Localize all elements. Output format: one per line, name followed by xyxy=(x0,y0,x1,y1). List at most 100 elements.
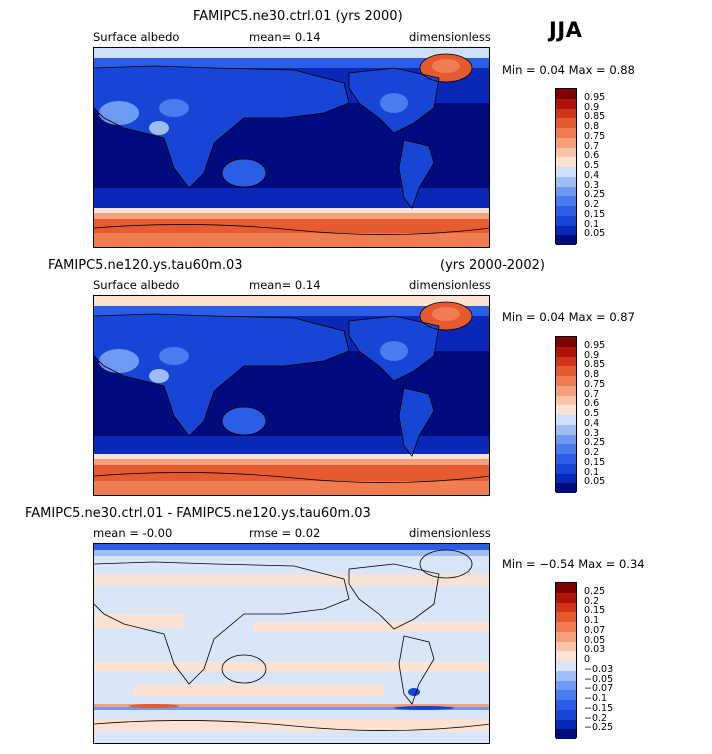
colorbar-tick-label: 0.8 xyxy=(584,369,600,380)
colorbar-segment xyxy=(556,709,576,720)
panel-1-units: dimensionless xyxy=(409,30,491,44)
colorbar-segment xyxy=(556,690,576,700)
colorbar-tick-label: 0.03 xyxy=(584,644,606,656)
colorbar-segment xyxy=(556,128,576,138)
colorbar-segment xyxy=(556,641,576,652)
colorbar-segment xyxy=(556,196,576,206)
colorbar-segment xyxy=(556,473,576,484)
colorbar-tick-label: −0.15 xyxy=(584,702,614,714)
colorbar-segment xyxy=(556,612,576,622)
panel-3-colorbar xyxy=(555,582,577,739)
colorbar-tick-label: 0.25 xyxy=(584,189,606,201)
colorbar-segment xyxy=(556,700,576,710)
colorbar-tick-label: 0.15 xyxy=(584,208,606,220)
panel-2-title-years: (yrs 2000-2002) xyxy=(440,258,545,273)
panel-2-mean: mean= 0.14 xyxy=(249,278,321,292)
colorbar-segment xyxy=(556,651,576,661)
colorbar-tick-label: 0.75 xyxy=(584,378,606,390)
colorbar-segment xyxy=(556,444,576,454)
colorbar-segment xyxy=(556,622,576,632)
panel-3-map xyxy=(93,543,490,744)
colorbar-segment xyxy=(556,434,576,445)
panel-3-rmse: rmse = 0.02 xyxy=(249,526,321,540)
colorbar-segment xyxy=(556,225,576,236)
colorbar-segment xyxy=(556,118,576,128)
season-label: JJA xyxy=(549,18,583,42)
colorbar-segment xyxy=(556,89,576,99)
panel-3-title: FAMIPC5.ne30.ctrl.01 - FAMIPC5.ne120.ys.… xyxy=(25,506,371,521)
colorbar-tick-label: 0.1 xyxy=(584,466,600,478)
colorbar-tick-label: 0.3 xyxy=(584,427,600,439)
panel-2-map xyxy=(93,295,490,496)
colorbar-tick-label: −0.25 xyxy=(584,722,614,734)
colorbar-segment xyxy=(556,376,576,386)
colorbar-segment xyxy=(556,186,576,197)
colorbar-tick-label: 0.4 xyxy=(584,169,600,181)
colorbar-tick-label: 0.7 xyxy=(584,388,600,400)
colorbar-tick-label: 0.2 xyxy=(584,595,600,607)
colorbar-tick-label: 0.9 xyxy=(584,349,600,361)
panel-1-title: FAMIPC5.ne30.ctrl.01 (yrs 2000) xyxy=(193,9,403,24)
colorbar-segment xyxy=(556,98,576,109)
colorbar-tick-label: 0.1 xyxy=(584,615,600,626)
colorbar-tick-label: 0.6 xyxy=(584,398,600,410)
colorbar-tick-label: 0.05 xyxy=(584,476,606,488)
panel-1-colorbar xyxy=(555,88,577,245)
panel-3-minmax: Min = −0.54 Max = 0.34 xyxy=(502,557,645,571)
colorbar-tick-label: 0.7 xyxy=(584,140,600,152)
colorbar-tick-label: 0.9 xyxy=(584,101,600,113)
colorbar-segment xyxy=(556,215,576,226)
colorbar-tick-label: 0.95 xyxy=(584,339,606,351)
panel-2-colorbar xyxy=(555,336,577,493)
colorbar-tick-label: 0.5 xyxy=(584,160,600,171)
colorbar-segment xyxy=(556,366,576,376)
colorbar-segment xyxy=(556,602,576,613)
colorbar-tick-label: 0.05 xyxy=(584,228,606,240)
panel-2-units: dimensionless xyxy=(409,278,491,292)
colorbar-segment xyxy=(556,483,576,493)
panel-2-minmax: Min = 0.04 Max = 0.87 xyxy=(502,310,635,324)
colorbar-tick-label: 0.85 xyxy=(584,111,606,123)
colorbar-tick-label: 0.8 xyxy=(584,121,600,132)
panel-1-map xyxy=(93,47,490,248)
panel-1-mean: mean= 0.14 xyxy=(249,30,321,44)
panel-1-variable: Surface albedo xyxy=(93,30,180,44)
colorbar-segment xyxy=(556,680,576,691)
colorbar-tick-label: 0.6 xyxy=(584,150,600,162)
colorbar-segment xyxy=(556,356,576,367)
colorbar-segment xyxy=(556,167,576,177)
colorbar-segment xyxy=(556,405,576,415)
panel-3-mean: mean = -0.00 xyxy=(93,526,173,540)
colorbar-tick-label: 0 xyxy=(584,654,591,665)
colorbar-segment xyxy=(556,206,576,216)
colorbar-tick-label: 0.05 xyxy=(584,634,606,646)
colorbar-tick-label: 0.95 xyxy=(584,91,606,103)
panel-1-minmax: Min = 0.04 Max = 0.88 xyxy=(502,63,635,77)
colorbar-tick-label: 0.85 xyxy=(584,359,606,371)
colorbar-segment xyxy=(556,346,576,357)
colorbar-tick-label: 0.25 xyxy=(584,585,606,597)
colorbar-tick-label: 0.15 xyxy=(584,605,606,617)
colorbar-segment xyxy=(556,463,576,474)
colorbar-tick-label: 0.1 xyxy=(584,218,600,230)
colorbar-tick-label: −0.05 xyxy=(584,673,614,685)
colorbar-tick-label: −0.2 xyxy=(584,712,608,724)
colorbar-segment xyxy=(556,454,576,464)
colorbar-tick-label: 0.15 xyxy=(584,456,606,468)
colorbar-segment xyxy=(556,385,576,396)
panel-3-units: dimensionless xyxy=(409,526,491,540)
colorbar-segment xyxy=(556,176,576,187)
colorbar-tick-label: −0.03 xyxy=(584,663,614,675)
colorbar-segment xyxy=(556,395,576,406)
colorbar-segment xyxy=(556,108,576,119)
colorbar-segment xyxy=(556,661,576,671)
colorbar-segment xyxy=(556,337,576,347)
colorbar-tick-label: −0.1 xyxy=(584,693,608,704)
colorbar-segment xyxy=(556,157,576,167)
panel-2-variable: Surface albedo xyxy=(93,278,180,292)
colorbar-segment xyxy=(556,592,576,603)
colorbar-tick-label: 0.3 xyxy=(584,179,600,191)
colorbar-segment xyxy=(556,147,576,158)
colorbar-tick-label: 0.2 xyxy=(584,447,600,458)
colorbar-segment xyxy=(556,719,576,730)
